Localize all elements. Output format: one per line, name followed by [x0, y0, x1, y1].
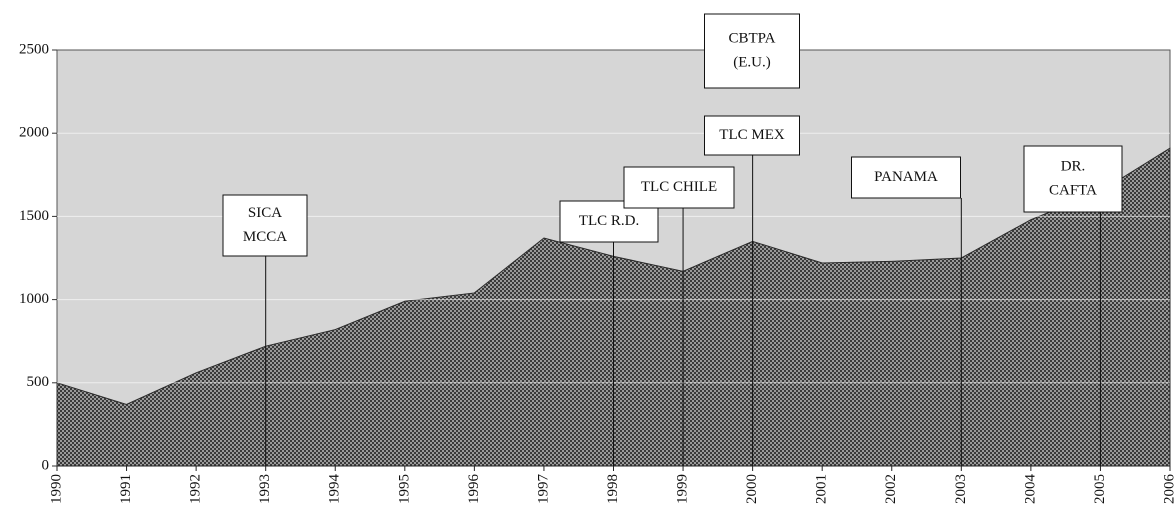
x-tick-label: 1999 [675, 474, 691, 504]
annotation-box [851, 156, 961, 199]
y-tick-label: 0 [42, 457, 50, 473]
x-tick-label: 1997 [535, 474, 551, 505]
annotation-box [704, 115, 800, 156]
x-tick-label: 2002 [883, 474, 899, 504]
x-tick-label: 2005 [1092, 474, 1108, 504]
annotation-text: MCCA [243, 229, 287, 245]
y-tick-label: 2000 [19, 125, 49, 141]
annotation-text: TLC MEX [719, 127, 785, 143]
annotation-box [623, 166, 735, 209]
y-tick-label: 2500 [19, 41, 49, 57]
annotation-text: SICA [248, 205, 282, 221]
annotation-text: TLC CHILE [641, 179, 717, 195]
x-tick-label: 1996 [466, 474, 482, 505]
annotation-text: CBTPA [729, 30, 776, 46]
annotation-box [1023, 145, 1123, 213]
x-tick-label: 2006 [1161, 474, 1175, 505]
x-tick-label: 2000 [744, 474, 760, 504]
x-tick-label: 1990 [48, 474, 64, 504]
y-tick-label: 1000 [19, 291, 49, 307]
annotation-text: PANAMA [874, 169, 938, 185]
annotation-text: TLC R.D. [579, 213, 639, 229]
y-tick-label: 500 [27, 374, 50, 390]
annotation-text: (E.U.) [733, 54, 771, 70]
annotation-text: DR. [1061, 158, 1086, 174]
x-tick-label: 1992 [188, 474, 204, 504]
x-tick-label: 1991 [118, 474, 134, 504]
x-tick-label: 1994 [327, 474, 343, 505]
x-tick-label: 2001 [814, 474, 830, 504]
x-tick-label: 1993 [257, 474, 273, 504]
x-tick-label: 2004 [1022, 474, 1038, 505]
x-tick-label: 2003 [953, 474, 969, 504]
x-tick-label: 1995 [396, 474, 412, 504]
y-tick-label: 1500 [19, 208, 49, 224]
annotation-box [222, 194, 308, 257]
x-tick-label: 1998 [605, 474, 621, 504]
annotation-text: CAFTA [1049, 182, 1097, 198]
annotation-box [704, 13, 800, 89]
